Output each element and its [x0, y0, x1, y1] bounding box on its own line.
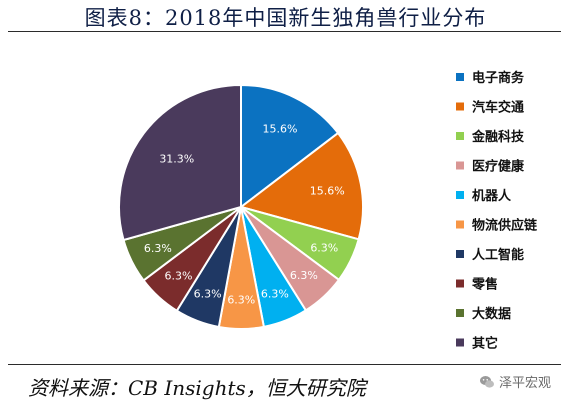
legend-label: 人工智能 — [472, 247, 524, 263]
legend-label: 机器人 — [472, 188, 512, 204]
top-rule — [8, 31, 561, 32]
legend-swatch — [456, 161, 464, 170]
legend-swatch — [456, 132, 464, 140]
slice-data-label: 15.6% — [310, 184, 345, 197]
legend-swatch — [456, 279, 464, 288]
legend-label: 电子商务 — [472, 70, 525, 86]
pie-slice-labels: 15.6%15.6%6.3%6.3%6.3%6.3%6.3%6.3%6.3%31… — [144, 122, 345, 306]
source-note: 资料来源：CB Insights，恒大研究院 — [28, 376, 366, 400]
slice-data-label: 6.3% — [290, 269, 318, 282]
legend-swatch — [456, 102, 464, 111]
legend-label: 物流供应链 — [472, 218, 538, 234]
watermark-text: 泽平宏观 — [498, 376, 551, 391]
slice-data-label: 6.3% — [310, 242, 338, 255]
legend-swatch — [456, 73, 464, 81]
chart-title: 图表8：2018年中国新生独角兽行业分布 — [84, 6, 487, 30]
pie-slices — [118, 83, 364, 330]
slice-data-label: 6.3% — [227, 294, 255, 307]
watermark: 泽平宏观 — [479, 372, 551, 391]
legend-swatch — [456, 338, 464, 347]
slice-data-label: 15.6% — [263, 122, 298, 135]
legend-label: 医疗健康 — [472, 159, 525, 175]
legend-swatch — [456, 309, 464, 317]
legend-label: 零售 — [471, 277, 498, 293]
legend-swatch — [456, 191, 464, 199]
legend-label: 汽车交通 — [472, 100, 524, 116]
slice-data-label: 6.3% — [261, 287, 289, 300]
pie-slice — [240, 83, 340, 210]
legend-label: 大数据 — [472, 306, 511, 322]
slice-data-label: 6.3% — [144, 242, 172, 255]
legend-swatch — [456, 250, 464, 258]
bottom-rule — [8, 364, 561, 365]
wechat-icon — [479, 375, 494, 388]
legend-label: 其它 — [472, 336, 498, 352]
pie-slice — [238, 131, 364, 241]
pie-slice — [118, 83, 242, 242]
legend-label: 金融科技 — [471, 129, 525, 145]
legend-swatch — [456, 220, 464, 229]
slice-data-label: 6.3% — [165, 270, 193, 283]
slice-data-label: 6.3% — [194, 288, 222, 301]
slice-data-label: 31.3% — [159, 152, 194, 165]
